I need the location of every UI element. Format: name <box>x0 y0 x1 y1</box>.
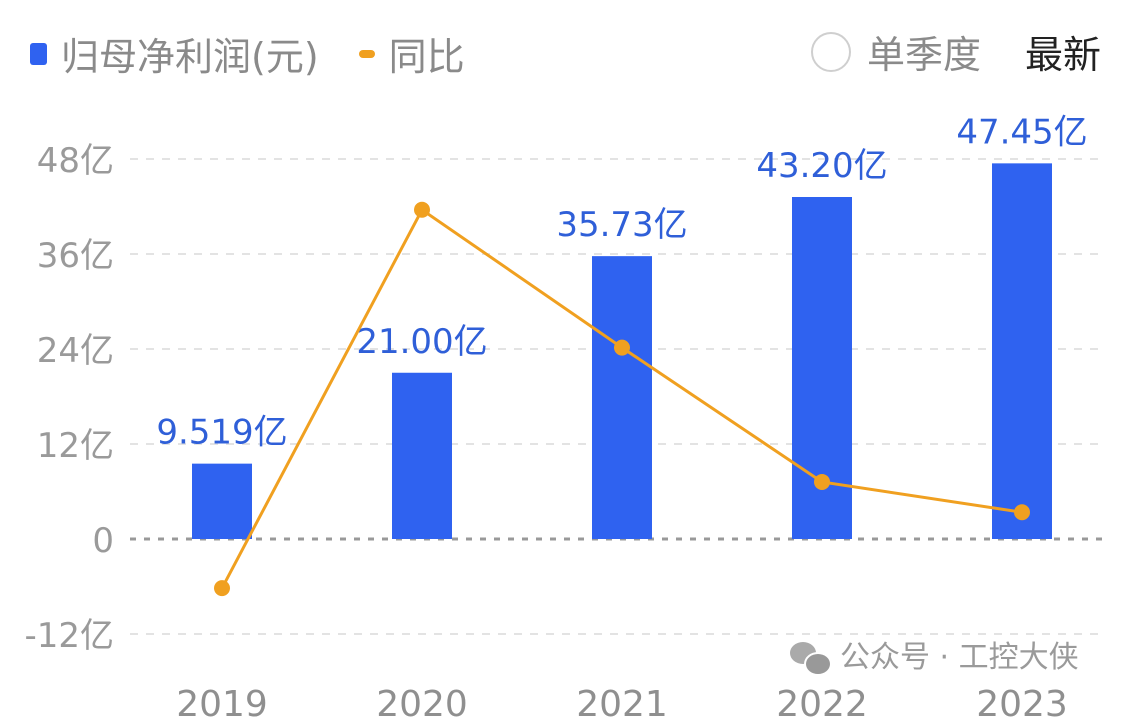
y-tick-label: 48亿 <box>37 141 114 181</box>
yoy-point <box>214 580 230 597</box>
x-tick-label: 2020 <box>376 684 468 725</box>
legend-line-swatch <box>358 49 375 58</box>
bar-value-label: 35.73亿 <box>556 205 687 245</box>
y-tick-label: 24亿 <box>37 331 114 371</box>
x-tick-label: 2023 <box>976 684 1068 725</box>
x-tick-label: 2019 <box>176 684 268 725</box>
yoy-point <box>414 201 430 218</box>
yoy-point <box>814 473 830 490</box>
y-tick-label: 12亿 <box>37 426 114 466</box>
legend-bar-label[interactable]: 归母净利润(元) <box>61 35 319 79</box>
legend-bar-swatch <box>30 42 47 65</box>
yoy-point <box>614 339 630 356</box>
x-tick-label: 2021 <box>576 684 668 725</box>
bar <box>992 163 1052 539</box>
bar-value-label: 21.00亿 <box>356 322 487 362</box>
quarter-radio[interactable] <box>810 31 851 72</box>
y-tick-label: 36亿 <box>37 236 114 276</box>
y-tick-label: -12亿 <box>24 616 114 656</box>
yoy-point <box>1014 504 1030 521</box>
y-tick-label: 0 <box>92 521 114 561</box>
legend-line-label[interactable]: 同比 <box>388 35 465 79</box>
legend: 归母净利润(元) 同比 <box>30 26 465 81</box>
quarter-label[interactable]: 单季度 <box>866 33 981 77</box>
chart-controls: 单季度 最新 <box>810 24 1101 79</box>
wechat-icon <box>790 642 832 676</box>
bar-value-label: 47.45亿 <box>956 112 1087 152</box>
x-tick-label: 2022 <box>776 684 868 725</box>
bar <box>592 256 652 539</box>
bar <box>192 463 252 539</box>
latest-button[interactable]: 最新 <box>1024 33 1101 77</box>
bar-value-label: 43.20亿 <box>756 146 887 186</box>
bar-value-label: 9.519亿 <box>156 413 287 453</box>
watermark-text: 公众号 · 工控大侠 <box>840 640 1079 675</box>
watermark: 公众号 · 工控大侠 <box>790 640 1079 676</box>
bar <box>392 372 452 539</box>
